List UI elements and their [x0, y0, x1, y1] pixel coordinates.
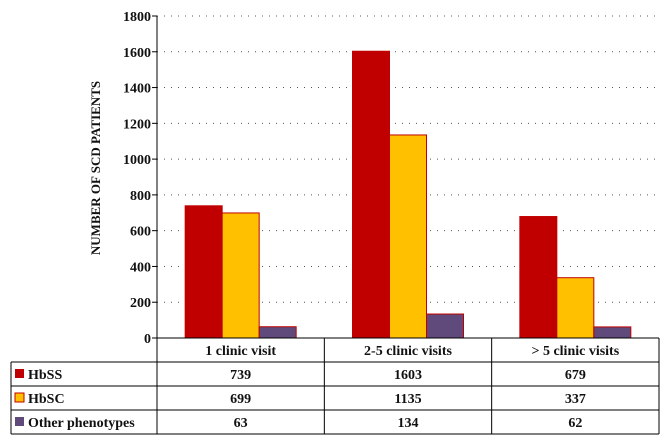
data-label: 134	[398, 416, 419, 431]
y-tick-label: 1000	[123, 153, 151, 168]
legend-label: Other phenotypes	[28, 416, 135, 431]
y-tick-label: 800	[130, 189, 151, 204]
y-axis-ticks: 0 200 400 600 800 1000 1200 1400 1600 1800	[123, 10, 157, 347]
bar-hbsc-0	[221, 212, 260, 339]
bar-other-phenotypes-2	[593, 326, 632, 339]
data-label: 739	[230, 368, 251, 383]
bar-other-phenotypes-1	[426, 313, 464, 339]
legend-swatch	[15, 417, 24, 426]
y-tick-label: 1600	[123, 46, 151, 61]
legend-swatch	[14, 392, 25, 403]
data-table: 1 clinic visit 2-5 clinic visits > 5 clini…	[10, 337, 660, 435]
legend-label: HbSC	[28, 392, 65, 407]
data-label: 1135	[394, 392, 421, 407]
y-tick-label: 200	[130, 296, 151, 311]
data-label: 699	[230, 392, 251, 407]
bar-hbss-0	[184, 205, 223, 339]
data-label: 337	[565, 392, 586, 407]
bar-hbss-1	[352, 50, 390, 339]
data-label: 1603	[394, 368, 422, 383]
category-label: > 5 clinic visits	[531, 344, 619, 359]
legend-label: HbSS	[28, 368, 62, 383]
y-tick-label: 1800	[123, 10, 151, 25]
bar-hbss-2	[519, 216, 558, 339]
bar-hbsc-1	[389, 134, 427, 339]
legend-swatch	[15, 369, 24, 378]
bar-hbsc-2	[556, 277, 595, 339]
y-axis-label: NUMBER OF SCD PATIENTS	[88, 81, 103, 255]
data-label: 63	[234, 416, 248, 431]
y-tick-label: 1400	[123, 82, 151, 97]
category-label: 2-5 clinic visits	[364, 344, 452, 359]
data-label: 679	[565, 368, 586, 383]
data-label: 62	[568, 416, 582, 431]
y-tick-label: 400	[130, 260, 151, 275]
y-tick-label: 600	[130, 225, 151, 240]
y-tick-label: 0	[144, 332, 151, 347]
bar-other-phenotypes-0	[258, 326, 297, 339]
y-tick-label: 1200	[123, 117, 151, 132]
category-label: 1 clinic visit	[205, 344, 276, 359]
